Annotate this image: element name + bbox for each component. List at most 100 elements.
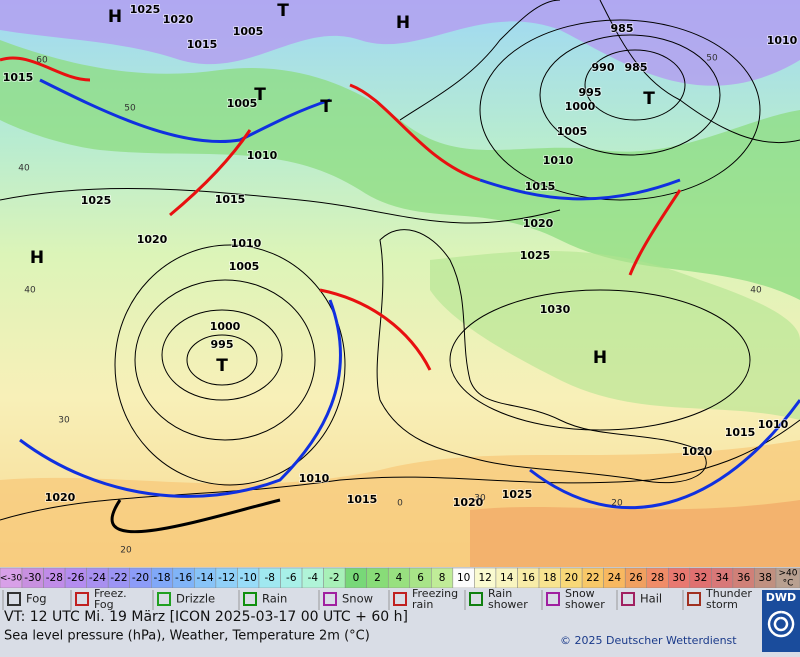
legend-symbol <box>7 592 21 606</box>
isobar-label: 1015 <box>347 493 378 506</box>
isobar-label: 1025 <box>502 488 533 501</box>
weather-legend: Fog Freez.Fog Drizzle Rain Snow FreezingrainR… <box>2 587 752 611</box>
scale-tick-label: 30 <box>672 572 685 584</box>
scale-tick-label: 16 <box>522 572 536 584</box>
scale-tick-label: 34 <box>715 572 729 584</box>
isobar-label: 1025 <box>130 3 161 16</box>
legend-label: Drizzle <box>176 592 215 606</box>
scale-tick-label: 24 <box>608 572 622 584</box>
description: Sea level pressure (hPa), Weather, Tempe… <box>4 629 370 644</box>
scale-tick-label: -10 <box>240 572 257 584</box>
scale-tick-label: 10 <box>457 572 470 584</box>
pressure-center: H <box>30 248 44 268</box>
pressure-center: T <box>320 97 332 117</box>
scale-tick-label: 14 <box>500 572 514 584</box>
legend-symbol <box>243 592 257 606</box>
isobar-label: 1020 <box>682 445 713 458</box>
pressure-center: T <box>254 85 266 105</box>
legend-label: Rain <box>488 587 512 600</box>
cold-front <box>39 78 331 143</box>
hot-area <box>470 500 800 567</box>
legend-symbol <box>469 592 483 606</box>
pressure-center: H <box>593 348 607 368</box>
cold-front <box>529 399 800 510</box>
temperature-label: 50 <box>706 54 718 64</box>
legend-label: Snow <box>565 587 595 600</box>
isobar-label: 990 <box>592 61 615 74</box>
legend-symbol <box>157 592 171 606</box>
isobar-label: 1020 <box>45 491 76 504</box>
copyright: © 2025 Deutscher Wetterdienst <box>560 634 737 647</box>
legend-label: Freez. <box>94 587 127 600</box>
legend-label: Fog <box>94 598 114 611</box>
isobar-label: 1010 <box>767 34 798 47</box>
isobar-label: 1010 <box>543 154 574 167</box>
scale-tick-label: 26 <box>629 572 643 584</box>
scale-tick-label: -4 <box>308 572 319 584</box>
scale-low-label: <-30 <box>0 574 22 584</box>
warm-front <box>349 83 481 182</box>
isobar-label: 1025 <box>81 194 112 207</box>
scale-tick-label: 28 <box>651 572 664 584</box>
scale-tick-label: -24 <box>89 572 106 584</box>
logo-text: DWD <box>766 591 796 604</box>
legend-label: Rain <box>262 592 287 606</box>
pressure-center: T <box>277 1 289 21</box>
isobar-label: 1010 <box>231 237 262 250</box>
pressure-center: H <box>108 7 122 27</box>
warm-front <box>319 288 432 371</box>
scale-tick-label: 36 <box>737 572 751 584</box>
legend-symbol <box>393 592 407 606</box>
isobar-label: 1030 <box>540 303 571 316</box>
isobar-label: 1020 <box>523 217 554 230</box>
isobar-label: 1015 <box>525 180 556 193</box>
isobar-label: 1015 <box>3 71 34 84</box>
scale-tick-label: 38 <box>759 572 772 584</box>
scale-tick-label: -16 <box>175 572 192 584</box>
isobar-label: 995 <box>211 338 234 351</box>
cold-front <box>479 178 681 201</box>
isobar-label: 1015 <box>215 193 246 206</box>
map: 1025102010151005101510051010101510251020… <box>0 0 800 567</box>
isobar-label: 985 <box>625 61 648 74</box>
legend-panel <box>0 588 800 653</box>
scale-tick-label: 18 <box>543 572 556 584</box>
scale-tick-label: 2 <box>374 572 381 584</box>
warm-front <box>628 189 682 276</box>
scale-tick-label: -22 <box>110 572 127 584</box>
warm-front <box>169 129 252 217</box>
mild-area <box>0 40 800 300</box>
scale-tick-label: -6 <box>286 572 297 584</box>
legend-label: shower <box>565 598 605 611</box>
isobar-label: 1005 <box>229 260 260 273</box>
scale-tick-label: -2 <box>329 572 339 584</box>
temperature-label: 20 <box>611 499 623 509</box>
continent-area <box>430 251 800 420</box>
legend-symbol <box>687 592 701 606</box>
temperature-label: 40 <box>18 164 30 174</box>
legend-symbol <box>546 592 560 606</box>
legend-symbol <box>323 592 337 606</box>
scale-high-label: >40 <box>779 569 798 579</box>
legend-label: rain <box>412 598 433 611</box>
coastline <box>399 0 561 121</box>
isobars <box>0 19 800 521</box>
pressure-center: H <box>396 13 410 33</box>
scale-tick-label: 0 <box>353 572 360 584</box>
isobar-label: 1020 <box>137 233 168 246</box>
legend-label: Hail <box>640 592 662 606</box>
isobar-label: 1020 <box>163 13 194 26</box>
temperature-label: 20 <box>120 546 132 556</box>
map-labels: 1025102010151005101510051010101510251020… <box>2 1 799 556</box>
isobar-label: 1010 <box>299 472 330 485</box>
scale-tick-label: -14 <box>197 572 214 584</box>
isobar-label: 1005 <box>233 25 264 38</box>
isobar-label: 1000 <box>565 100 596 113</box>
isobar-label: 1020 <box>453 496 484 509</box>
scale-tick-label: -8 <box>265 572 275 584</box>
isobar-label: 1025 <box>520 249 551 262</box>
temperature-scale: <-30 -30 -28 -26 -24 -22 -20 -18 -16 -14 -12 -10 -8-… <box>0 567 800 589</box>
isobar-label: 1005 <box>557 125 588 138</box>
temperature-label: 30 <box>474 494 486 504</box>
